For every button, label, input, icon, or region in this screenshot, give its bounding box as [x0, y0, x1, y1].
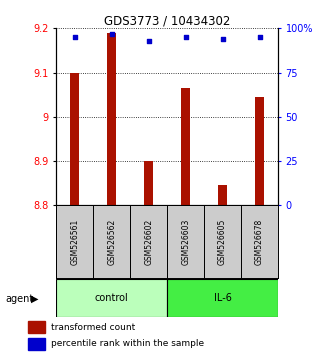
Title: GDS3773 / 10434302: GDS3773 / 10434302	[104, 14, 230, 27]
Text: GSM526561: GSM526561	[70, 218, 79, 265]
Text: percentile rank within the sample: percentile rank within the sample	[51, 339, 204, 348]
Bar	[218, 185, 227, 205]
Bar	[167, 279, 278, 317]
Point	[220, 36, 225, 42]
Text: GSM526603: GSM526603	[181, 218, 190, 265]
Bar	[56, 279, 167, 317]
Point	[257, 34, 262, 40]
Point	[72, 34, 77, 40]
Bar	[181, 88, 190, 205]
Bar	[204, 205, 241, 278]
Text: ▶: ▶	[31, 294, 39, 304]
Text: transformed count: transformed count	[51, 322, 135, 331]
Text: agent: agent	[5, 294, 33, 304]
Text: GSM526602: GSM526602	[144, 218, 153, 265]
Bar	[107, 33, 116, 205]
Bar	[255, 97, 264, 205]
Bar	[28, 338, 45, 349]
Point	[183, 34, 188, 40]
Text: control: control	[95, 293, 128, 303]
Point	[109, 31, 115, 36]
Bar	[28, 321, 45, 333]
Text: GSM526678: GSM526678	[255, 218, 264, 265]
Bar	[70, 73, 79, 205]
Bar	[167, 205, 204, 278]
Bar	[56, 205, 93, 278]
Bar	[130, 205, 167, 278]
Bar	[144, 161, 153, 205]
Text: IL-6: IL-6	[213, 293, 232, 303]
Text: GSM526605: GSM526605	[218, 218, 227, 265]
Bar	[241, 205, 278, 278]
Point	[146, 38, 151, 44]
Text: GSM526562: GSM526562	[107, 218, 116, 265]
Bar	[93, 205, 130, 278]
